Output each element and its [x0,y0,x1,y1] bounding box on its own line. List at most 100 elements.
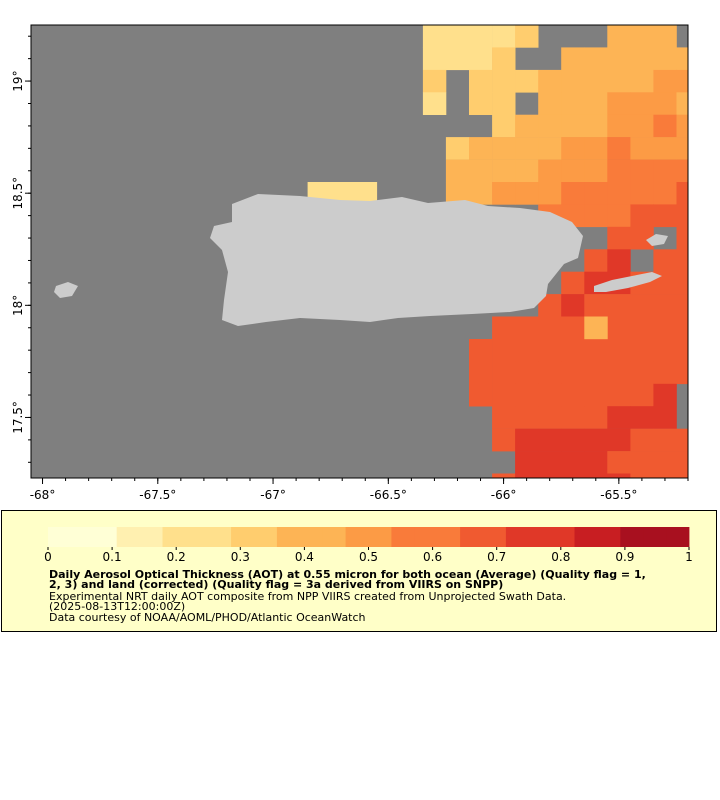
aot-pixel [561,451,585,474]
x-tick-label: -67° [260,488,286,502]
aot-pixel [584,114,608,138]
aot-pixel [538,406,562,429]
aot-pixel [515,114,539,138]
colorbar-tick-label: 1 [685,550,693,561]
aot-pixel [630,473,654,479]
aot-pixel [515,361,539,385]
aot-pixel [653,473,677,479]
colorbar: 0 0.1 0.2 0.3 0.4 0.5 0.6 0.7 0.8 0.9 1 [44,527,693,561]
aot-pixel [584,182,608,205]
aot-pixel [676,92,689,115]
aot-pixel [584,361,608,385]
aot-pixel [492,114,516,138]
aot-pixel [492,69,516,93]
colorbar-block [597,527,621,547]
legend-title-line-2: 2, 3) and land (corrected) (Quality flag… [49,578,504,591]
aot-pixel [630,92,654,115]
aot-pixel [676,137,689,160]
colorbar-block [528,527,553,547]
x-tick-label: -68° [30,488,56,502]
y-tick-label: 19° [11,70,25,91]
aot-pixel [515,383,539,407]
aot-pixel [445,25,470,48]
aot-pixel [676,339,689,362]
aot-pixel [607,137,631,160]
aot-pixel [630,159,654,183]
aot-pixel [561,339,585,362]
aot-pixel [538,383,562,407]
vieques-island-land [594,272,662,292]
colorbar-block [299,527,324,547]
aot-pixel [538,473,562,479]
colorbar-block [620,527,644,547]
aot-pixel [607,182,631,205]
aot-pixel [630,137,654,160]
colorbar-tick-labels: 0 0.1 0.2 0.3 0.4 0.5 0.6 0.7 0.8 0.9 1 [44,547,693,561]
aot-pixel [584,137,608,160]
legend-subtitle-line-2: (2025-08-13T12:00:00Z) [49,600,186,613]
aot-pixel [607,25,631,48]
aot-pixel [653,25,677,48]
aot-pixel [584,383,608,407]
aot-pixel [445,47,470,71]
aot-pixel [561,182,585,205]
aot-pixel [469,137,493,160]
aot-pixel [653,114,677,138]
colorbar-block [208,527,232,547]
aot-pixel [515,406,539,429]
aot-pixel [584,69,608,93]
legend-subtitle-line-1: Experimental NRT daily AOT composite fro… [49,590,567,603]
y-axis: 17.5° 18° 18.5° 19° [11,70,31,434]
x-tick-label: -67.5° [139,488,176,502]
aot-pixel [445,159,470,183]
aot-pixel [538,361,562,385]
aot-pixel [469,69,493,93]
aot-pixel [607,204,631,228]
aot-pixel [561,47,585,71]
aot-pixel [607,249,631,272]
aot-pixel [630,25,654,48]
map-figure: -68° -67.5° -67° -66.5° -66° -65.5° 17.5°18°1… [11,24,689,502]
x-tick-label: -66.5° [370,488,407,502]
aot-pixel [607,383,631,407]
aot-pixel [538,182,562,205]
aot-pixel [607,361,631,385]
aot-pixel [515,428,539,452]
aot-pixel [653,182,677,205]
aot-pixel [653,249,677,272]
aot-pixel [469,25,493,48]
aot-pixel [561,159,585,183]
aot-pixel [561,361,585,385]
aot-pixel [469,339,493,362]
aot-pixel [630,428,654,452]
aot-pixel [492,92,516,115]
aot-pixel [584,339,608,362]
aot-pixel [607,473,631,479]
aot-pixel [607,339,631,362]
aot-pixel [607,428,631,452]
colorbar-block [254,527,278,547]
y-tick-label: 18.5° [11,177,25,210]
aot-pixel [607,159,631,183]
puerto-rico-land [210,194,583,326]
aot-pixel [492,316,516,340]
aot-pixel [630,383,654,407]
colorbar-block [48,527,72,547]
aot-pixel [676,316,689,340]
colorbar-block [551,527,575,547]
aot-pixel [561,271,585,295]
aot-pixel [515,137,539,160]
aot-pixel [492,182,516,205]
aot-pixel [676,182,689,205]
aot-pixel [561,294,585,317]
colorbar-tick-label: 0.9 [615,550,634,561]
y-tick-label: 18° [11,295,25,316]
aot-pixel [515,339,539,362]
aot-pixel [584,249,608,272]
aot-pixel [492,25,516,48]
aot-pixel [422,25,447,48]
aot-pixel [653,383,677,407]
aot-pixel [538,159,562,183]
aot-pixel [422,92,447,115]
aot-pixel [630,361,654,385]
